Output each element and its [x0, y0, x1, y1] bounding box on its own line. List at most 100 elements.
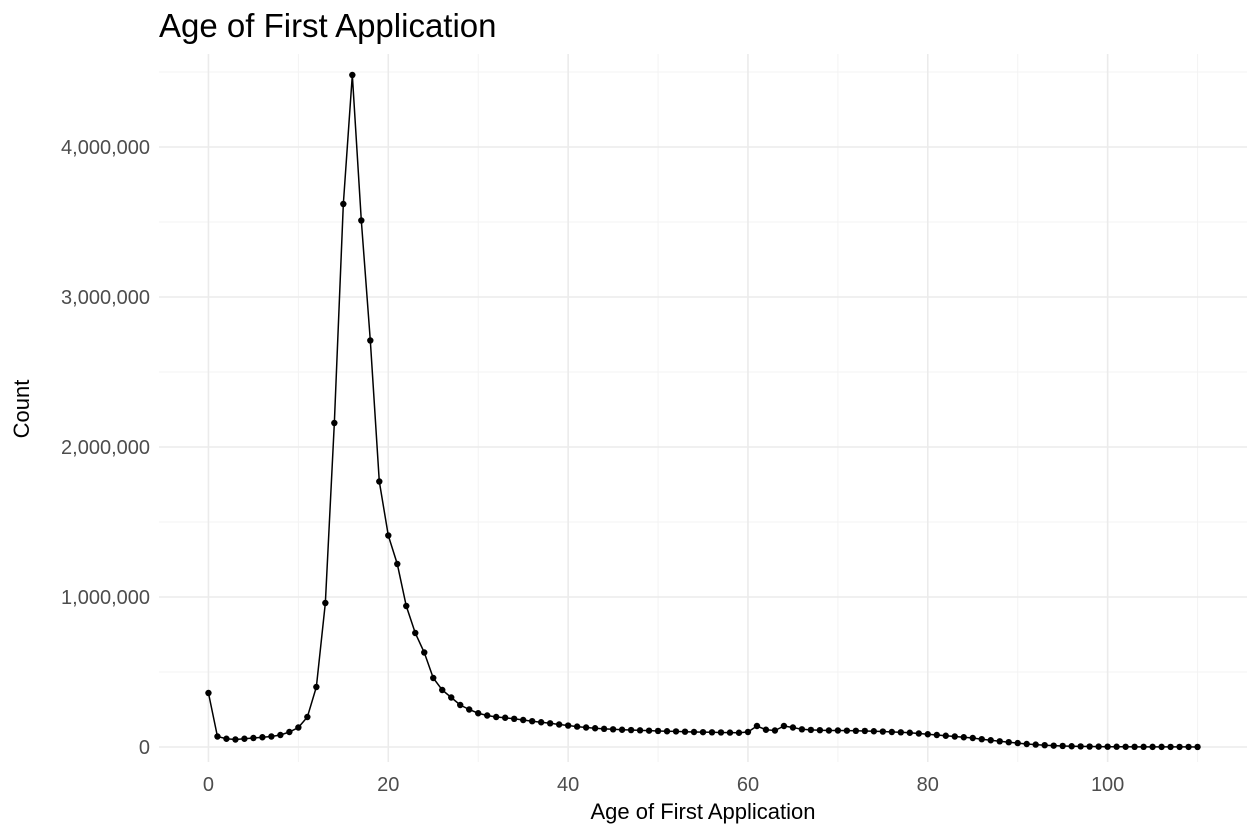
data-point [933, 731, 940, 739]
data-point [780, 722, 788, 730]
data-point [753, 722, 761, 730]
data-point [1194, 743, 1201, 751]
data-point [555, 721, 563, 728]
data-point [304, 713, 311, 721]
data-point [1113, 743, 1120, 750]
data-point [214, 733, 221, 740]
data-point [475, 710, 482, 717]
data-point [457, 701, 464, 709]
data-point [654, 727, 662, 735]
data-point [492, 713, 500, 721]
data-point [645, 727, 653, 734]
data-point [807, 726, 815, 734]
data-point [735, 729, 743, 736]
data-point [484, 712, 491, 719]
data-point [1104, 743, 1111, 750]
data-point [1041, 742, 1048, 749]
series-line [207, 74, 1198, 748]
data-point [771, 727, 779, 734]
data-point [960, 734, 967, 741]
y-tick-label: 4,000,000 [61, 137, 150, 159]
data-point [1176, 743, 1183, 751]
data-point [591, 725, 599, 732]
data-point [268, 733, 275, 740]
data-point [466, 706, 473, 713]
data-point [951, 733, 958, 740]
data-point [313, 683, 320, 691]
data-point [421, 649, 428, 656]
data-point [1059, 742, 1066, 750]
data-point [537, 719, 545, 726]
major-gridlines [159, 54, 1247, 762]
x-tick-label: 40 [557, 774, 579, 796]
data-point [726, 729, 734, 736]
minor-gridlines [159, 54, 1247, 762]
data-point [528, 718, 536, 725]
data-point [744, 728, 752, 736]
data-point [942, 732, 949, 739]
y-axis-title: Count [9, 380, 34, 439]
data-point [798, 726, 806, 733]
data-point [1158, 743, 1165, 751]
data-point [394, 560, 401, 568]
data-point [1167, 743, 1174, 751]
data-point [564, 722, 572, 729]
data-point [277, 731, 284, 739]
data-point [448, 694, 455, 701]
data-points [205, 71, 1201, 751]
x-tick-label: 20 [377, 774, 399, 796]
x-tick-label: 100 [1091, 774, 1124, 796]
data-point [1032, 741, 1039, 748]
data-point [1131, 743, 1138, 751]
data-point [241, 735, 248, 742]
data-point [1050, 742, 1057, 749]
data-point [690, 728, 698, 736]
data-point [708, 729, 716, 736]
data-point [546, 720, 554, 727]
data-point [1140, 743, 1147, 751]
data-point [385, 532, 392, 539]
y-tick-label: 3,000,000 [61, 287, 150, 309]
data-point [412, 629, 419, 637]
data-point [1149, 743, 1156, 751]
data-point [888, 728, 896, 736]
data-point [852, 727, 860, 734]
data-point [1014, 739, 1021, 747]
data-point [915, 730, 922, 737]
data-point [232, 736, 239, 743]
y-tick-label: 1,000,000 [61, 587, 150, 609]
data-point [1077, 743, 1084, 750]
data-point [1068, 743, 1075, 750]
data-point [295, 724, 302, 731]
data-point [681, 728, 689, 735]
data-point [609, 726, 617, 733]
data-point [1122, 743, 1129, 750]
data-point [978, 736, 985, 743]
data-point [843, 727, 851, 734]
data-point [924, 731, 931, 738]
data-point [816, 727, 824, 734]
data-point [834, 727, 842, 734]
data-point [600, 725, 608, 733]
data-point [1086, 743, 1093, 750]
data-point [861, 727, 869, 735]
data-point [340, 200, 347, 208]
data-point [582, 724, 590, 731]
data-point [322, 599, 329, 607]
data-point [403, 602, 410, 610]
data-point [987, 737, 994, 744]
data-point [663, 728, 671, 735]
data-point [205, 689, 212, 697]
data-point [1005, 739, 1012, 746]
y-tick-label: 2,000,000 [61, 437, 150, 459]
y-axis-tick-labels: 0 1,000,000 2,000,000 3,000,000 4,000,000 [61, 137, 150, 759]
data-point [825, 727, 833, 734]
x-axis-title: Age of First Application [590, 799, 815, 824]
data-point [430, 674, 437, 682]
data-point [897, 729, 905, 736]
data-point [699, 728, 707, 736]
data-point [367, 337, 374, 344]
data-point [870, 728, 878, 735]
data-point [672, 728, 680, 735]
data-point [331, 419, 338, 427]
